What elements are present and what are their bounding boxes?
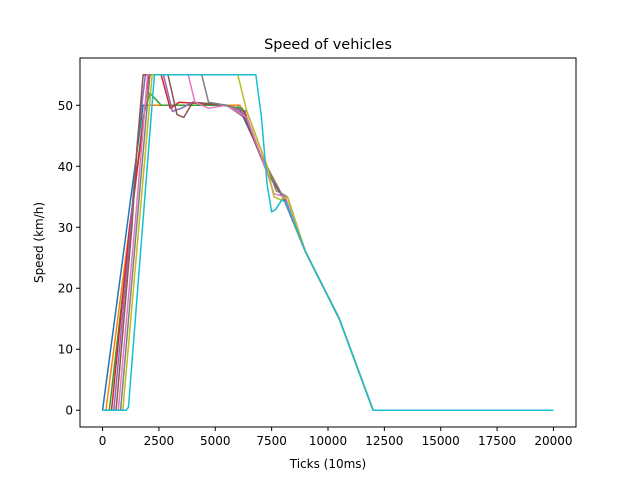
x-tick-label: 10000 <box>309 434 347 448</box>
y-tick-label: 40 <box>58 160 73 174</box>
x-tick-label: 2500 <box>144 434 175 448</box>
x-axis-ticks: 0 2500 5000 7500 10000 12500 15000 17500 20000 <box>99 427 573 448</box>
y-axis-title: Speed (km/h) <box>32 202 46 283</box>
series-layer <box>101 74 554 411</box>
x-tick-label: 12500 <box>365 434 403 448</box>
y-tick-label: 0 <box>65 404 73 418</box>
x-tick-label: 20000 <box>534 434 572 448</box>
x-tick-label: 15000 <box>422 434 460 448</box>
x-tick-label: 7500 <box>256 434 287 448</box>
y-axis-ticks: 0 10 20 30 40 50 <box>58 99 80 418</box>
x-tick-label: 17500 <box>478 434 516 448</box>
y-tick-label: 50 <box>58 99 73 113</box>
chart-title: Speed of vehicles <box>264 37 392 53</box>
x-tick-label: 5000 <box>200 434 231 448</box>
y-tick-label: 10 <box>58 343 73 357</box>
series-line-10 <box>102 74 554 411</box>
y-tick-label: 20 <box>58 282 73 296</box>
x-axis-title: Ticks (10ms) <box>289 457 366 471</box>
y-tick-label: 30 <box>58 221 73 235</box>
x-tick-label: 0 <box>99 434 107 448</box>
